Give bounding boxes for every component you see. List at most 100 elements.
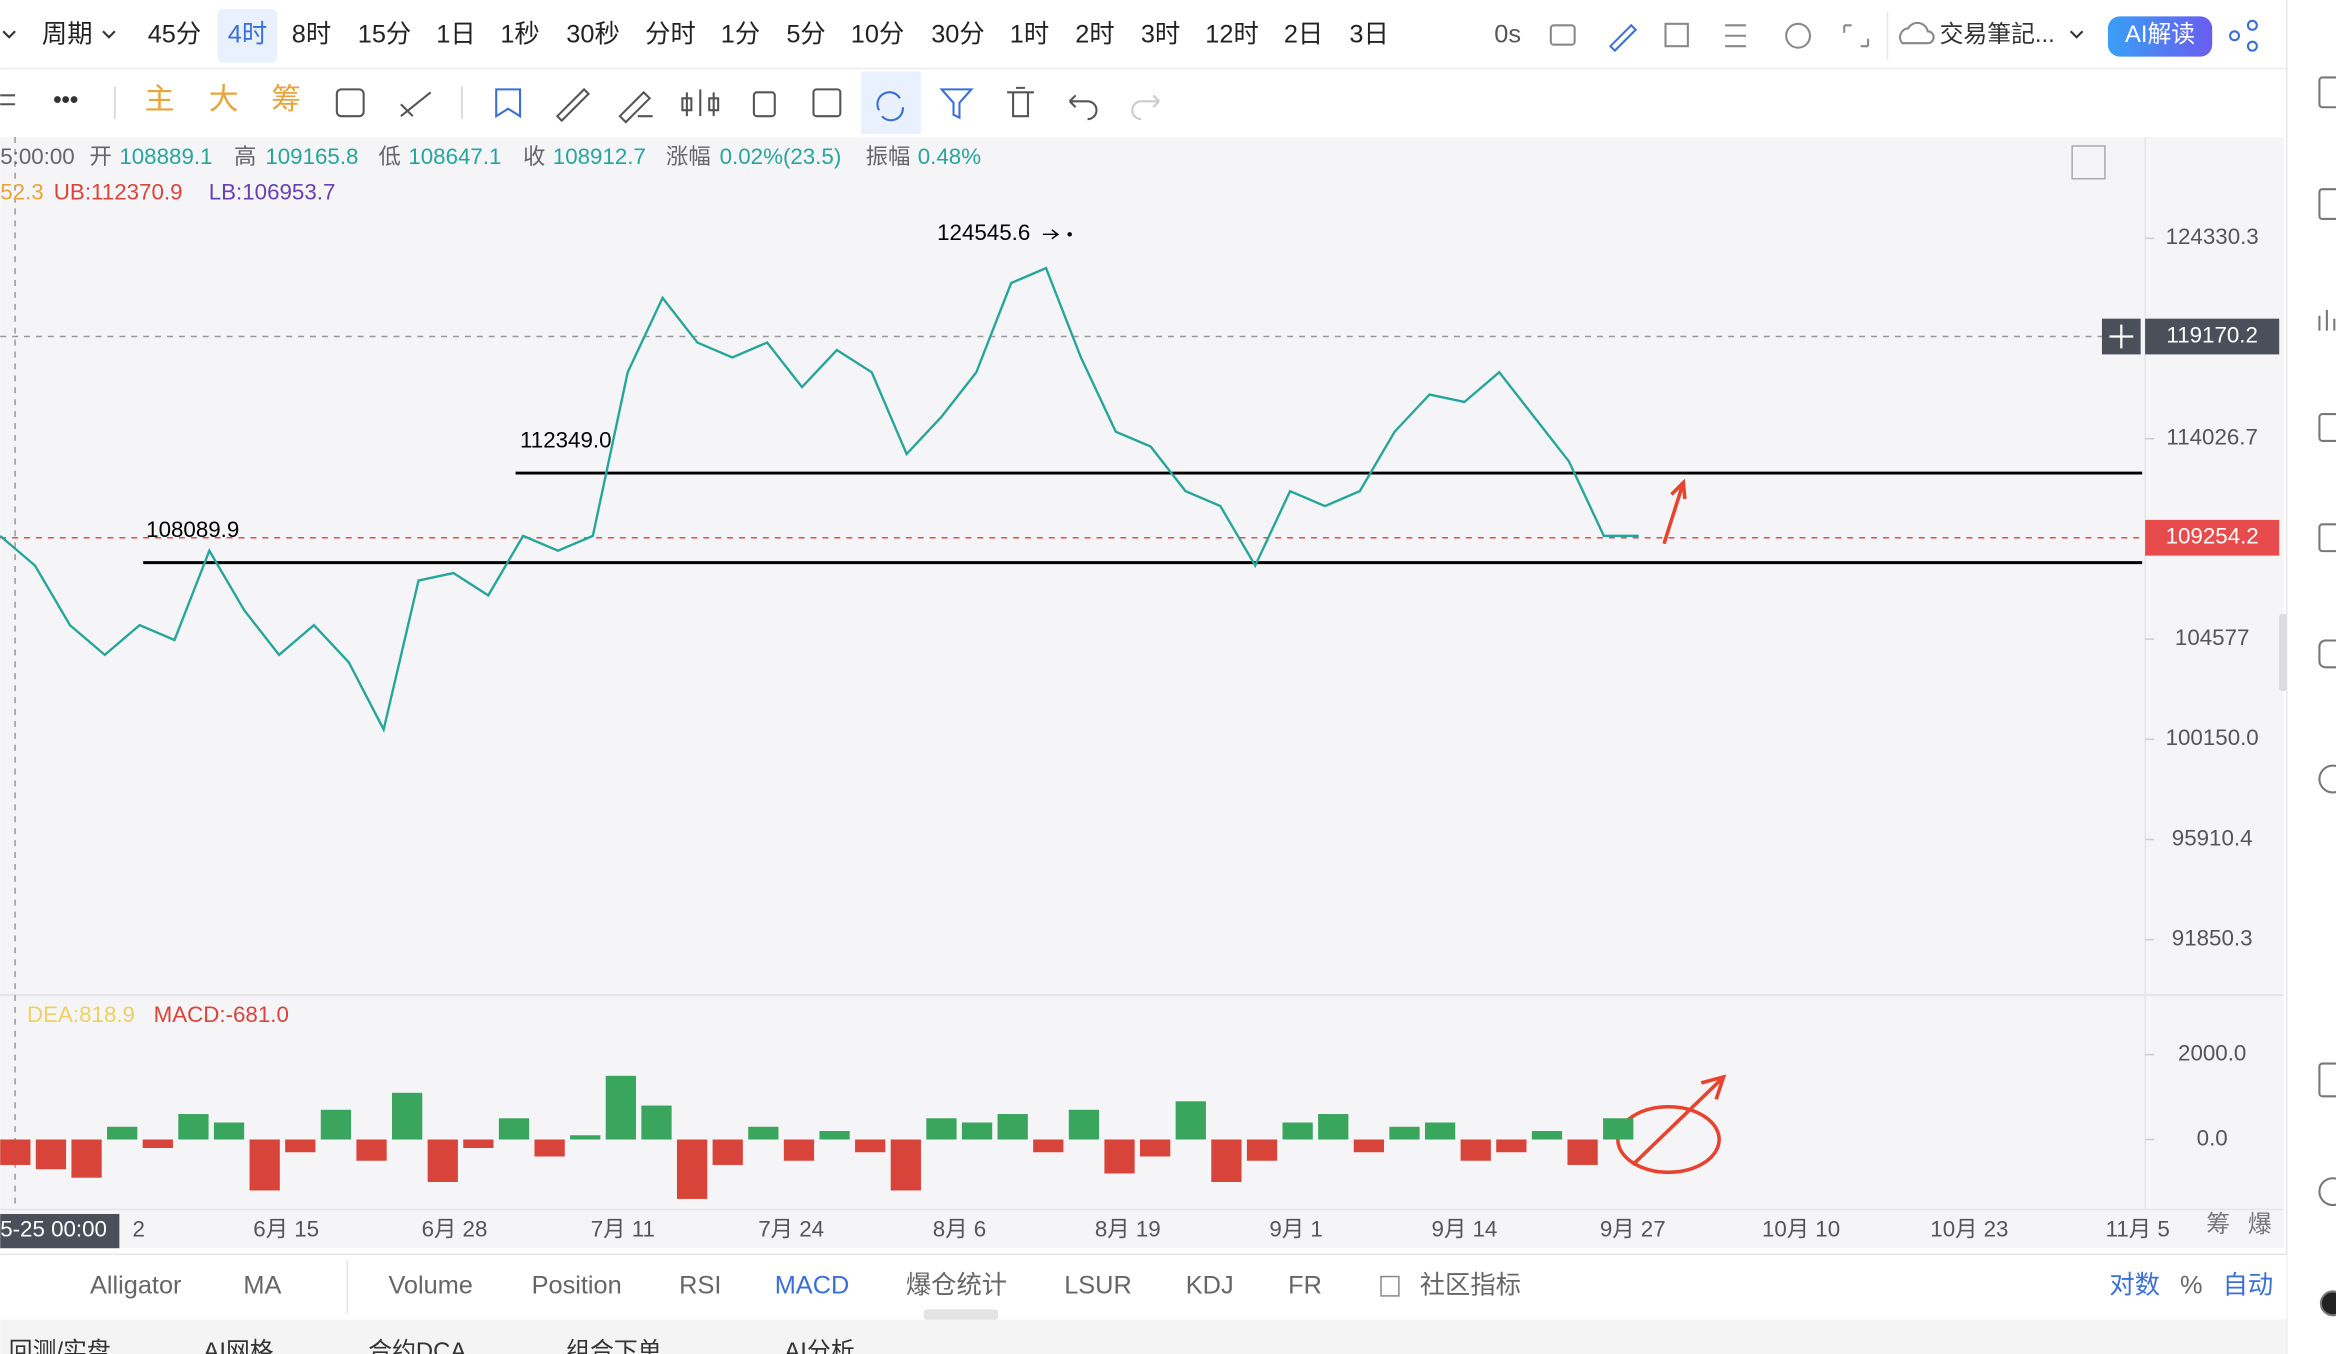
legend-item: UB:112370.9 (54, 180, 183, 205)
sidebar-icon[interactable] (2318, 309, 2336, 331)
macd-bar (320, 1109, 352, 1140)
info-item: 高 (234, 144, 256, 169)
tool-icon[interactable] (495, 88, 522, 119)
y-tick-label: 124330.3 (2166, 224, 2259, 249)
info-item: 108647.1 (408, 144, 501, 169)
sidebar-icon[interactable] (2319, 1290, 2336, 1317)
tool-icon[interactable] (335, 88, 365, 118)
period-button[interactable]: 2日 (1284, 20, 1323, 48)
ai-button-bg[interactable] (2107, 16, 2213, 57)
tool-icon[interactable] (400, 91, 432, 117)
bottom-tab[interactable]: AI网格 (203, 1338, 273, 1354)
indicator-tab[interactable]: RSI (679, 1272, 721, 1300)
time-label: 10月 23 (1930, 1216, 2008, 1241)
expand-icon[interactable] (2071, 145, 2106, 180)
indicator-tab[interactable]: Alligator (90, 1272, 182, 1300)
time-label: 11月 5 (2106, 1216, 2170, 1241)
sidebar-icon[interactable] (2318, 1177, 2336, 1207)
period-button[interactable]: 8时 (292, 20, 331, 48)
period-button[interactable]: 1分 (721, 20, 760, 48)
sidebar-icon[interactable] (2318, 188, 2336, 221)
period-button[interactable]: 1秒 (500, 20, 539, 48)
drawer-handle[interactable] (923, 1309, 999, 1320)
pen-icon[interactable] (1608, 23, 1638, 53)
y-tick-label: 100150.0 (2166, 725, 2259, 750)
bottom-tab[interactable]: 组合下单 (566, 1338, 661, 1354)
macd-bar (748, 1126, 779, 1140)
indicator-tab[interactable]: MACD (775, 1272, 850, 1300)
period-button[interactable]: 12时 (1205, 20, 1258, 48)
period-button[interactable]: 30秒 (566, 20, 619, 48)
share-icon[interactable] (2229, 30, 2241, 42)
indicator-tab[interactable]: 社区指标 (1420, 1272, 1521, 1300)
indicator-tab[interactable]: Volume (388, 1272, 472, 1300)
plus-icon (2109, 324, 2134, 349)
indicator-button[interactable]: 大 (209, 83, 239, 116)
right-sidebar (2286, 0, 2336, 1354)
tool-icon[interactable] (939, 88, 974, 120)
period-button[interactable]: 45分 (148, 20, 201, 48)
list-icon[interactable] (1725, 24, 1746, 48)
tool-icon[interactable] (812, 88, 842, 118)
tool-icon[interactable] (681, 89, 720, 117)
period-button[interactable]: 1日 (436, 20, 475, 48)
tool-icon[interactable] (618, 90, 653, 124)
period-menu[interactable]: 周期 (42, 20, 93, 48)
sidebar-icon[interactable] (2318, 413, 2336, 442)
tool-icon[interactable] (752, 91, 776, 118)
camera-icon[interactable] (1549, 24, 1576, 46)
indicator-tab[interactable]: MA (243, 1272, 281, 1300)
indicator-tab[interactable]: 爆仓统计 (906, 1272, 1007, 1300)
macd-bar (249, 1139, 280, 1191)
sidebar-icon[interactable] (2318, 764, 2336, 794)
redo-icon[interactable] (1131, 94, 1160, 121)
sidebar-icon[interactable] (2318, 639, 2336, 669)
indicator-tab[interactable]: FR (1288, 1272, 1322, 1300)
undo-icon[interactable] (1068, 94, 1098, 121)
indicator-tab[interactable]: KDJ (1186, 1272, 1234, 1300)
indicator-tab[interactable]: LSUR (1064, 1272, 1132, 1300)
notes-menu[interactable]: 交易筆記... (1940, 21, 2055, 48)
time-icon[interactable]: 爆 (2248, 1211, 2272, 1238)
period-button[interactable]: 3时 (1141, 20, 1180, 48)
sidebar-icon[interactable] (2318, 76, 2336, 109)
tool-icon[interactable] (0, 94, 16, 106)
indicator-button[interactable]: 筹 (271, 83, 301, 116)
period-button[interactable]: 2时 (1075, 20, 1114, 48)
tool-icon[interactable] (1007, 86, 1034, 118)
macd-bar (855, 1139, 886, 1153)
fullscreen-icon[interactable] (1843, 24, 1870, 48)
scale-option[interactable]: % (2180, 1272, 2203, 1300)
scale-option[interactable]: 自动 (2223, 1272, 2274, 1300)
sidebar-icon[interactable] (2318, 1062, 2336, 1098)
macd-bar (534, 1139, 565, 1157)
period-button[interactable]: 4时 (228, 20, 267, 48)
macd-bar (1211, 1139, 1242, 1182)
time-icon[interactable]: 筹 (2206, 1211, 2230, 1238)
tool-icon[interactable] (555, 87, 591, 123)
indicator-button[interactable]: 主 (145, 83, 175, 116)
crosshair-time: 5-25 00:00 (0, 1216, 107, 1241)
ai-button[interactable]: AI解读 (2125, 21, 2195, 48)
bottom-tab[interactable]: 合约DCA (368, 1338, 466, 1354)
hand-drawn-annotations (1616, 478, 1727, 1175)
info-item: 涨幅 (666, 144, 711, 169)
panel-handle[interactable] (2279, 613, 2287, 692)
period-button[interactable]: 3日 (1349, 20, 1388, 48)
period-button[interactable]: 15分 (358, 20, 411, 48)
bottom-tab[interactable]: AI分析 (784, 1338, 854, 1354)
period-button[interactable]: 5分 (786, 20, 825, 48)
period-button[interactable]: 1时 (1010, 20, 1049, 48)
indicator-tab[interactable]: Position (532, 1272, 622, 1300)
period-button[interactable]: 30分 (931, 20, 984, 48)
more-button[interactable]: ••• (53, 87, 78, 114)
macd-bar (570, 1135, 601, 1140)
scale-option[interactable]: 对数 (2109, 1272, 2160, 1300)
sidebar-icon[interactable] (2318, 523, 2336, 553)
bottom-tab[interactable]: 回测/实盘 (9, 1338, 111, 1354)
settings-icon[interactable] (1785, 22, 1812, 49)
period-button[interactable]: 分时 (645, 20, 696, 48)
layout-icon[interactable] (1664, 22, 1689, 48)
tool-icon[interactable] (876, 91, 904, 122)
period-button[interactable]: 10分 (851, 20, 904, 48)
